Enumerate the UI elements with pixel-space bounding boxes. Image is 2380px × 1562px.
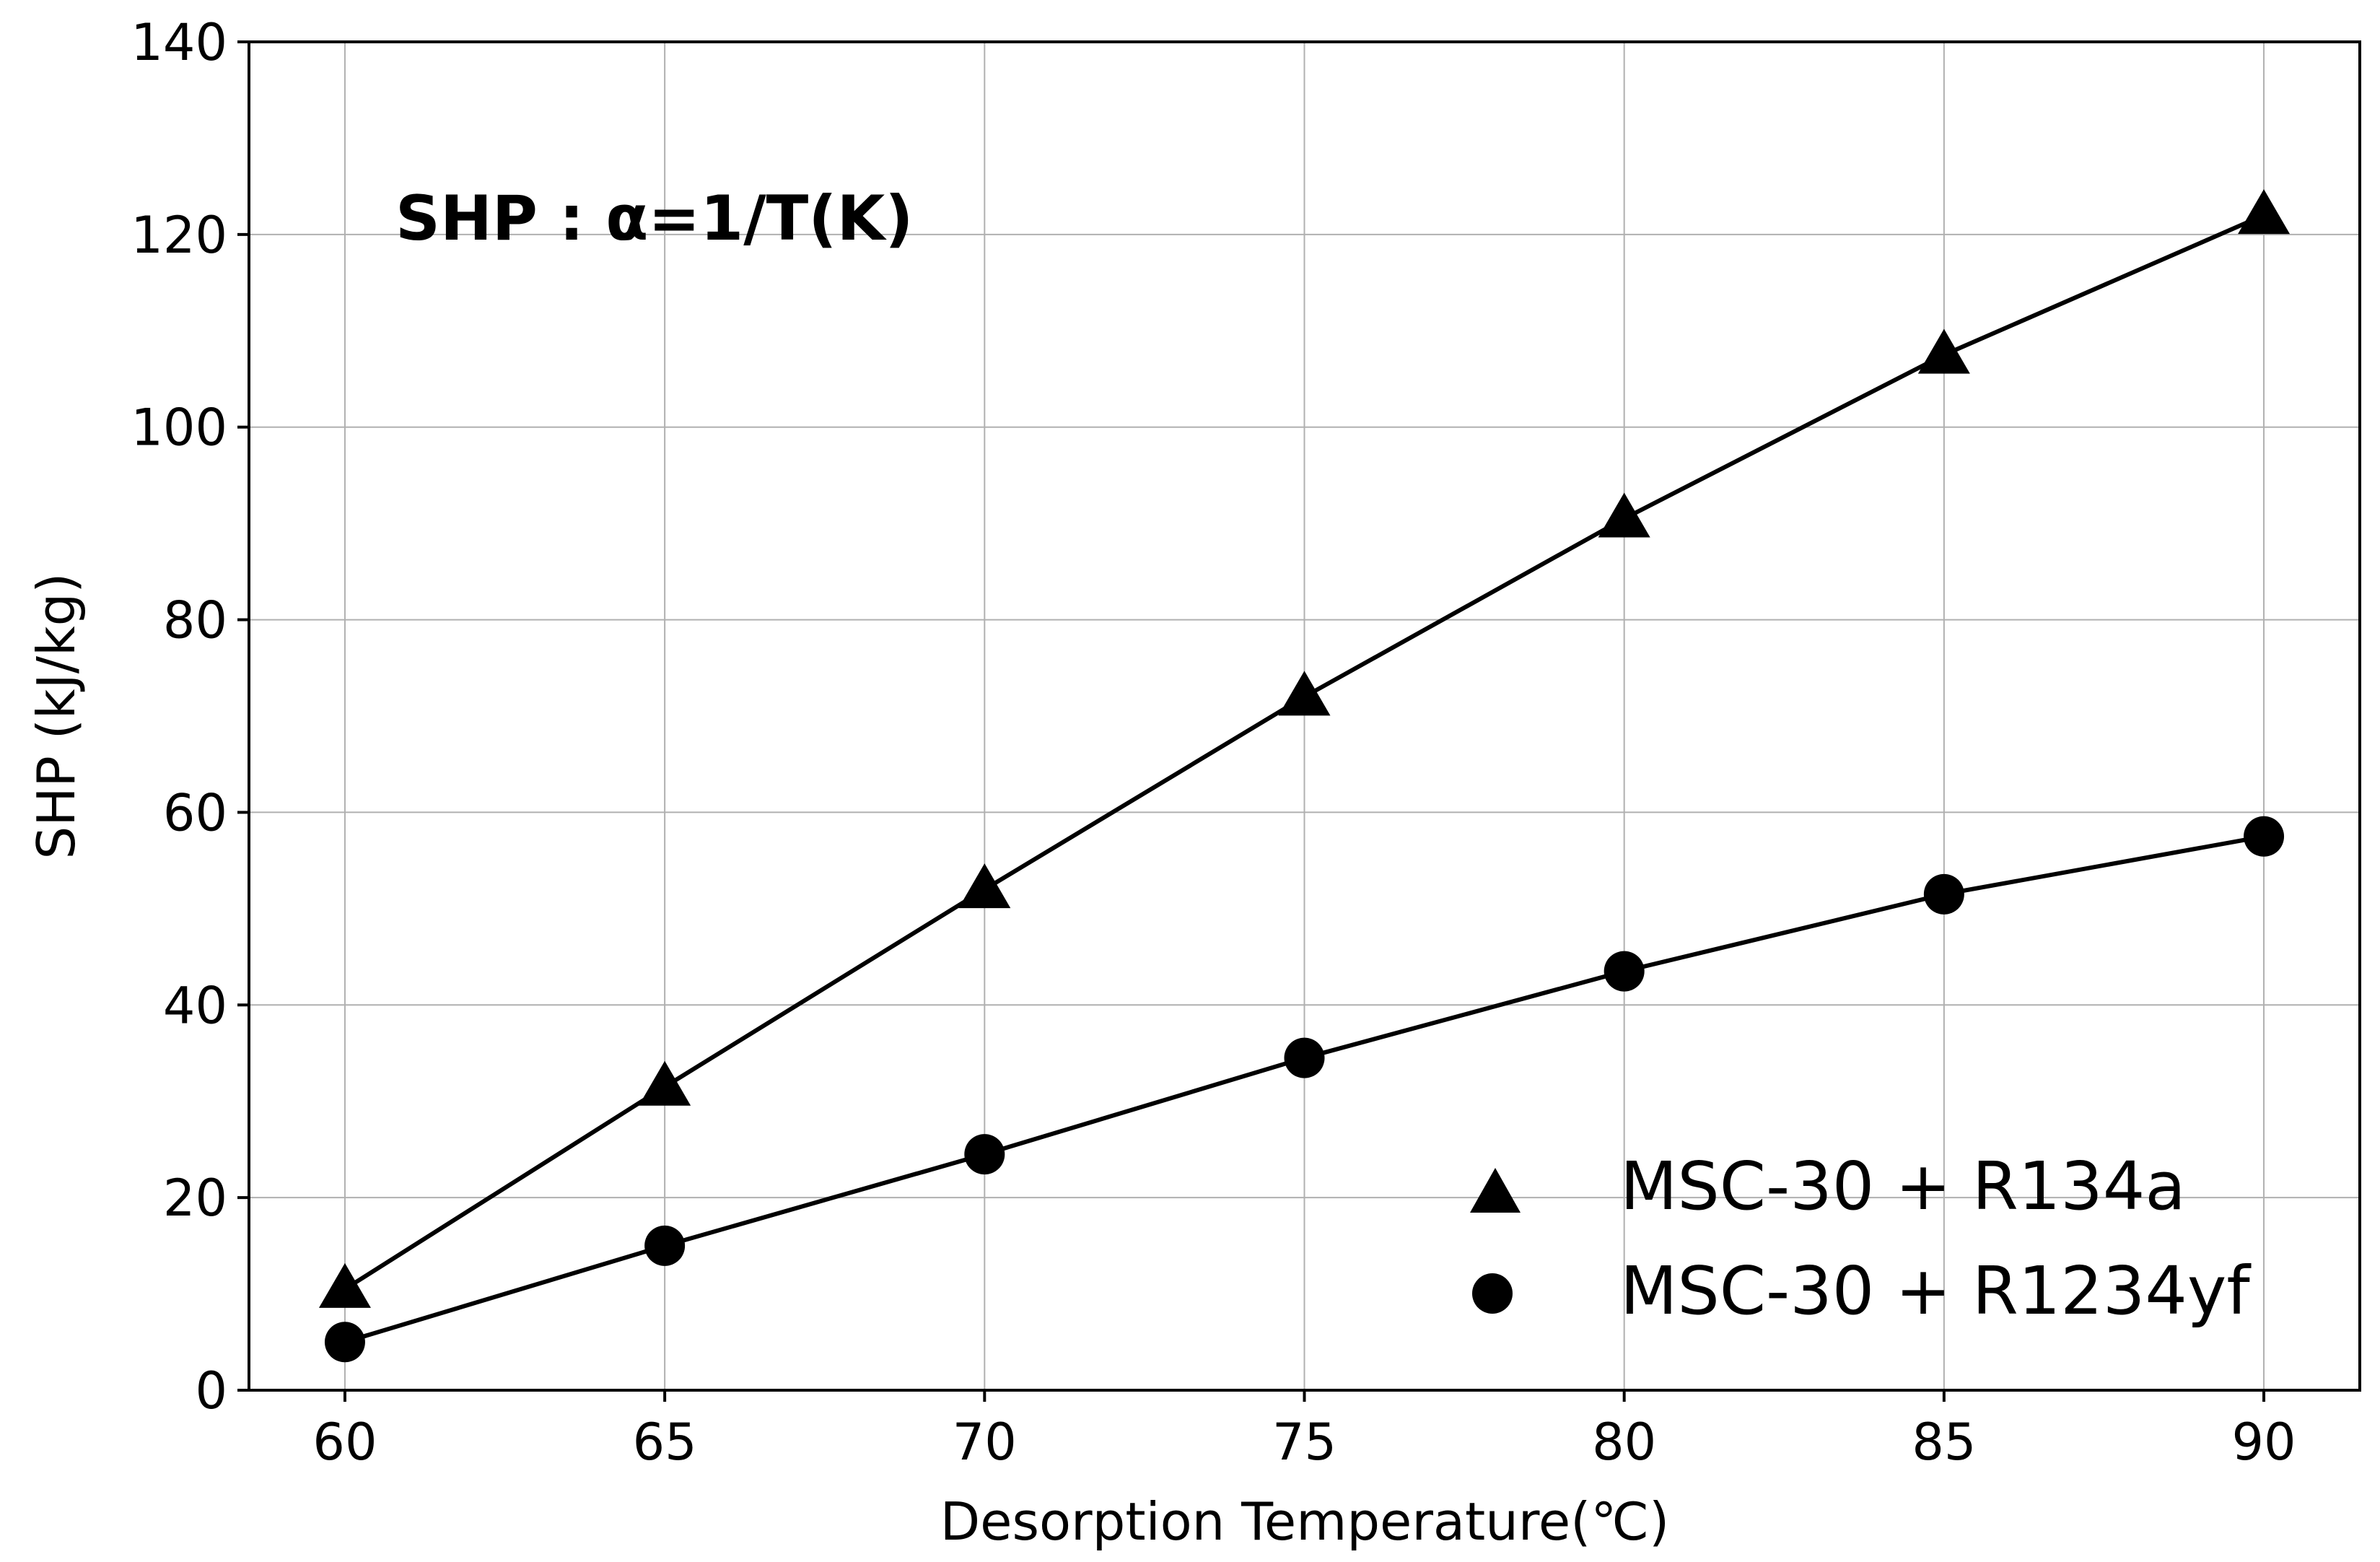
data-point-circle bbox=[1604, 951, 1645, 992]
x-tick-label: 85 bbox=[1912, 1413, 1976, 1472]
y-tick-label: 20 bbox=[163, 1169, 227, 1228]
x-tick-label: 60 bbox=[312, 1413, 377, 1472]
legend: MSC-30 + R134a MSC-30 + R1234yf bbox=[1470, 1148, 2252, 1330]
data-point-circle bbox=[2244, 816, 2285, 857]
y-axis-label: SHP (kJ/kg) bbox=[26, 573, 87, 860]
x-tick-label: 70 bbox=[953, 1413, 1017, 1472]
y-tick-label: 80 bbox=[163, 591, 227, 650]
y-tick-label: 0 bbox=[195, 1361, 227, 1421]
legend-label-r1234yf: MSC-30 + R1234yf bbox=[1620, 1252, 2252, 1330]
legend-marker-circle bbox=[1472, 1273, 1513, 1314]
data-point-circle bbox=[1284, 1037, 1325, 1078]
data-point-triangle bbox=[958, 863, 1011, 909]
data-point-triangle bbox=[1598, 492, 1650, 538]
grid bbox=[249, 41, 2360, 1391]
data-point-triangle bbox=[639, 1060, 691, 1106]
legend-marker-triangle bbox=[1470, 1168, 1521, 1213]
data-point-circle bbox=[644, 1225, 686, 1266]
series-layer bbox=[318, 189, 2291, 1363]
data-point-triangle bbox=[2238, 189, 2291, 235]
annotation-text: SHP : α=1/T(K) bbox=[395, 183, 914, 255]
y-tick-label: 140 bbox=[131, 13, 227, 72]
x-tick-label: 75 bbox=[1272, 1413, 1336, 1472]
x-tick-label: 90 bbox=[2232, 1413, 2296, 1472]
x-tick-label: 80 bbox=[1592, 1413, 1656, 1472]
y-tick-label: 100 bbox=[131, 398, 227, 458]
y-tick-label: 120 bbox=[131, 206, 227, 265]
y-tick-label: 40 bbox=[163, 976, 227, 1035]
y-tick-label: 60 bbox=[163, 783, 227, 842]
data-point-circle bbox=[324, 1322, 365, 1363]
legend-label-r134a: MSC-30 + R134a bbox=[1620, 1148, 2186, 1225]
axis-ticks: 60 65 70 75 80 85 90 0 20 40 60 80 100 120 140 bbox=[131, 13, 2296, 1472]
data-point-triangle bbox=[318, 1262, 371, 1308]
x-axis-label: Desorption Temperature(℃) bbox=[940, 1491, 1670, 1552]
data-point-triangle bbox=[1917, 328, 1970, 374]
x-tick-label: 65 bbox=[633, 1413, 697, 1472]
data-point-triangle bbox=[1278, 671, 1331, 716]
data-point-circle bbox=[964, 1134, 1005, 1175]
data-point-circle bbox=[1923, 873, 1964, 915]
